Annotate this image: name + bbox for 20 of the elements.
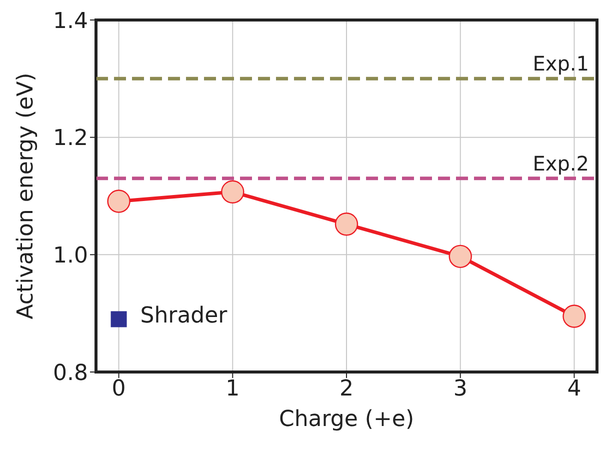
- ref-line-label: Exp.2: [532, 151, 589, 176]
- x-tick-label: 3: [453, 376, 468, 402]
- x-axis-title: Charge (+e): [278, 407, 414, 432]
- point: [221, 180, 244, 204]
- ref-line-label: Exp.1: [532, 52, 589, 76]
- x-tick-label: 4: [567, 376, 582, 402]
- y-tick-label: 1.4: [53, 8, 88, 34]
- y-tick-label: 0.8: [53, 360, 88, 386]
- point: [562, 304, 586, 328]
- point: [448, 244, 472, 268]
- y-tick-label: 1.2: [53, 126, 88, 152]
- point: [110, 311, 127, 328]
- point: [107, 190, 130, 213]
- y-tick-label: 1.0: [53, 243, 88, 268]
- x-tick-label: 0: [112, 376, 126, 402]
- x-tick-label: 1: [226, 376, 240, 402]
- x-tick-label: 2: [340, 376, 354, 402]
- point: [334, 212, 358, 236]
- y-axis-title: Activation energy (eV): [14, 72, 38, 320]
- series-label: Shrader: [140, 304, 228, 329]
